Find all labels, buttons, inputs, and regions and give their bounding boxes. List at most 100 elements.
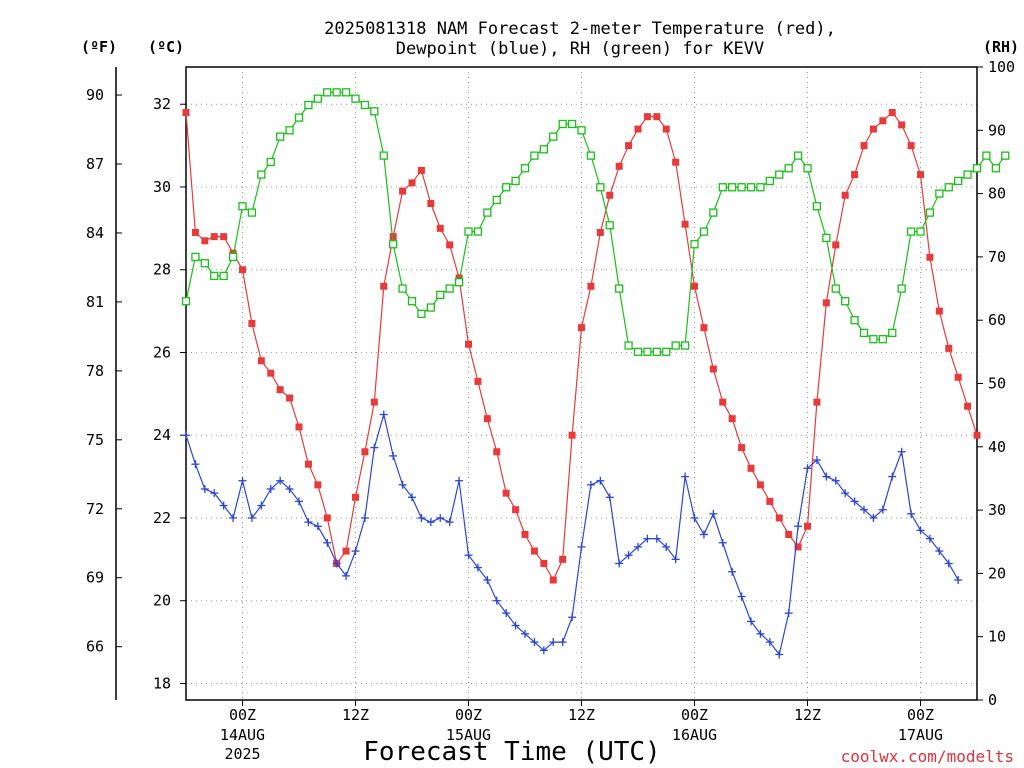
rh-point bbox=[464, 227, 473, 236]
rh-point bbox=[586, 151, 596, 160]
temperature-point bbox=[822, 299, 830, 307]
rh-unit-label: (RH) bbox=[983, 38, 1019, 56]
rh-point bbox=[549, 132, 558, 141]
rh-point bbox=[718, 183, 727, 192]
temperature-point bbox=[709, 365, 717, 373]
temperature-point bbox=[945, 344, 953, 352]
dewpoint-point bbox=[784, 609, 793, 618]
dewpoint-point bbox=[389, 451, 398, 460]
temperature-point bbox=[926, 253, 934, 261]
x-tick-label: 12Z bbox=[568, 706, 595, 724]
rh-point bbox=[888, 328, 897, 338]
temperature-point bbox=[606, 191, 614, 199]
rh-point bbox=[247, 208, 257, 217]
dewpoint-point bbox=[944, 559, 953, 568]
dewpoint-point bbox=[360, 513, 369, 522]
rh-tick-label: 50 bbox=[988, 375, 1006, 393]
fahrenheit-tick-label: 69 bbox=[86, 569, 104, 587]
temperature-point bbox=[794, 543, 802, 551]
rh-point bbox=[784, 164, 793, 173]
chart-title-line1: 2025081318 NAM Forecast 2-meter Temperat… bbox=[324, 19, 836, 39]
x-tick-label: 12Z bbox=[794, 706, 821, 724]
temperature-point bbox=[643, 113, 651, 121]
temperature-point bbox=[201, 237, 209, 245]
dewpoint-point bbox=[577, 542, 586, 551]
rh-point bbox=[803, 164, 812, 173]
dewpoint-point bbox=[624, 551, 633, 560]
temperature-point bbox=[653, 113, 661, 121]
rh-point bbox=[624, 341, 633, 350]
fahrenheit-tick-label: 90 bbox=[86, 86, 104, 104]
dewpoint-point bbox=[568, 613, 577, 622]
temperature-point bbox=[596, 228, 604, 236]
fahrenheit-tick-label: 84 bbox=[86, 224, 104, 242]
celsius-tick-label: 32 bbox=[153, 95, 171, 113]
temperature-point bbox=[530, 547, 538, 555]
rh-point bbox=[963, 170, 972, 179]
dewpoint-point bbox=[417, 513, 426, 522]
dewpoint-point bbox=[445, 518, 454, 527]
temperature-point bbox=[832, 241, 840, 249]
rh-point bbox=[558, 119, 567, 129]
rh-point bbox=[605, 221, 614, 230]
dewpoint-point bbox=[549, 638, 558, 647]
rh-point bbox=[511, 176, 520, 186]
rh-point bbox=[502, 183, 511, 192]
celsius-tick-label: 28 bbox=[153, 261, 171, 279]
rh-point bbox=[389, 240, 398, 249]
temperature-point bbox=[719, 398, 727, 406]
temperature-point bbox=[775, 514, 783, 522]
temperature-point bbox=[785, 531, 793, 539]
rh-point bbox=[398, 284, 407, 293]
rh-point bbox=[379, 151, 388, 160]
temperature-point bbox=[521, 531, 529, 539]
dewpoint-point bbox=[935, 547, 944, 556]
dewpoint-point bbox=[436, 513, 445, 522]
temperature-point bbox=[408, 179, 416, 187]
temperature-point bbox=[935, 307, 943, 315]
dewpoint-point bbox=[671, 555, 680, 564]
temperature-point bbox=[672, 158, 680, 166]
celsius-tick-label: 22 bbox=[153, 509, 171, 527]
x-tick-year-label: 2025 bbox=[224, 745, 260, 763]
temperature-point bbox=[417, 166, 425, 174]
rh-point bbox=[728, 183, 737, 192]
x-tick-label: 00Z bbox=[681, 706, 708, 724]
axes bbox=[115, 66, 983, 706]
temperature-point bbox=[879, 117, 887, 125]
dewpoint-point bbox=[464, 551, 473, 560]
rh-point bbox=[360, 100, 370, 110]
dewpoint-point bbox=[681, 472, 690, 481]
rh-point bbox=[746, 183, 756, 192]
temperature-point bbox=[512, 506, 520, 514]
dewpoint-point bbox=[408, 493, 416, 502]
rh-point bbox=[935, 189, 944, 198]
rh-tick-label: 20 bbox=[988, 564, 1006, 582]
rh-point bbox=[878, 335, 887, 344]
rh-tick-label: 90 bbox=[988, 121, 1006, 139]
rh-point bbox=[699, 227, 709, 236]
fahrenheit-tick-label: 66 bbox=[86, 638, 104, 656]
dewpoint-point bbox=[285, 485, 294, 493]
dewpoint-point bbox=[295, 497, 303, 506]
rh-point bbox=[520, 164, 530, 173]
dewpoint-point bbox=[229, 513, 238, 522]
dewpoint-point bbox=[455, 476, 464, 485]
rh-point bbox=[238, 202, 247, 211]
temperature-point bbox=[738, 444, 746, 452]
rh-point bbox=[351, 94, 360, 103]
temperature-point bbox=[182, 109, 190, 117]
temperature-point bbox=[248, 320, 256, 328]
x-tick-date-label: 16AUG bbox=[672, 726, 717, 744]
dewpoint-point bbox=[247, 513, 256, 522]
rh-tick-label: 40 bbox=[988, 438, 1006, 456]
temperature-point bbox=[766, 497, 774, 505]
rh-point bbox=[294, 113, 304, 122]
rh-point bbox=[643, 347, 652, 357]
rh-point bbox=[454, 278, 464, 287]
fahrenheit-tick-label: 87 bbox=[86, 155, 104, 173]
temperature-point bbox=[860, 142, 868, 150]
dewpoint-point bbox=[662, 542, 671, 551]
rh-point bbox=[445, 284, 454, 293]
dewpoint-point bbox=[257, 501, 266, 510]
